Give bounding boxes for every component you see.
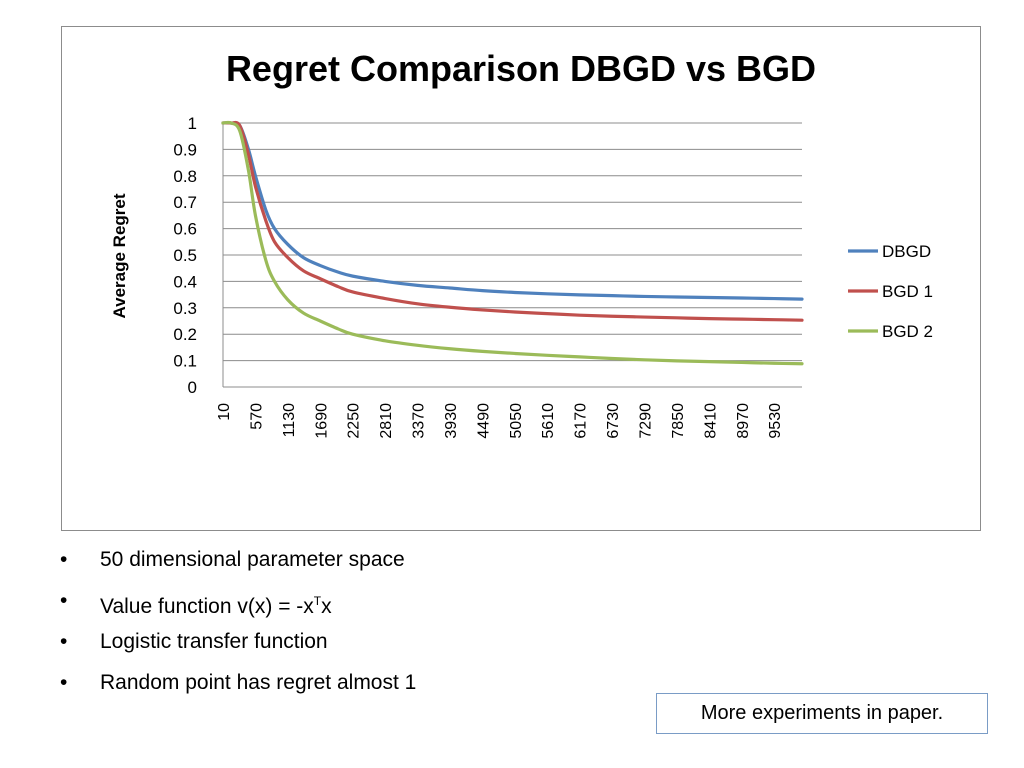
bullet-list: • 50 dimensional parameter space • Value… [60, 545, 416, 709]
y-tick-label: 0.7 [173, 193, 197, 212]
x-tick-label: 8410 [702, 403, 719, 439]
x-tick-label: 570 [248, 403, 265, 430]
y-tick-labels: 0 0.1 0.2 0.3 0.4 0.5 0.6 0.7 0.8 0.9 1 [173, 114, 197, 397]
x-tick-label: 5610 [540, 403, 557, 439]
bullet-text-suffix: x [321, 595, 332, 618]
note-text: More experiments in paper. [700, 702, 944, 724]
bullet-glyph: • [60, 548, 68, 571]
x-tick-label: 4490 [475, 403, 492, 439]
x-tick-label: 3930 [443, 403, 460, 439]
bullet-glyph: • [60, 630, 68, 653]
series-lines [221, 120, 804, 366]
bullet-glyph: • [60, 671, 68, 694]
x-tick-label: 6730 [605, 403, 622, 439]
superscript: T [313, 594, 322, 608]
bullet-text-prefix: Value function v(x) = -x [100, 595, 314, 618]
series-line-bgd-2 [221, 120, 804, 366]
legend-label-bgd-2: BGD 2 [882, 322, 933, 341]
y-tick-label: 0.2 [173, 325, 197, 344]
x-tick-label: 2810 [378, 403, 395, 439]
regret-chart: Regret Comparison DBGD vs BGD Average Re… [110, 48, 933, 439]
legend: DBGD BGD 1 BGD 2 [848, 242, 933, 341]
x-tick-label: 3370 [411, 403, 428, 439]
bullet-item: • Logistic transfer function [60, 627, 416, 668]
y-tick-label: 0.6 [173, 220, 197, 239]
bullet-glyph: • [60, 589, 68, 612]
bullet-item: • Value function v(x) = -xTx [60, 586, 416, 627]
bullet-item: • Random point has regret almost 1 [60, 668, 416, 709]
x-tick-label: 5050 [508, 403, 525, 439]
legend-label-dbgd: DBGD [882, 242, 931, 261]
x-tick-label: 8970 [735, 403, 752, 439]
x-tick-labels: 10 570 1130 1690 2250 2810 3370 3930 4490 5050 561… [216, 403, 784, 439]
x-tick-label: 9530 [767, 403, 784, 439]
chart-frame: Regret Comparison DBGD vs BGD Average Re… [61, 26, 981, 531]
bullet-text: Random point has regret almost 1 [100, 671, 417, 694]
gridlines [222, 122, 802, 388]
x-tick-label: 7290 [638, 403, 655, 439]
x-tick-label: 7850 [670, 403, 687, 439]
y-tick-label: 0.9 [173, 140, 197, 159]
x-tick-label: 2250 [346, 403, 363, 439]
legend-label-bgd-1: BGD 1 [882, 282, 933, 301]
y-tick-label: 1 [188, 114, 197, 133]
series-line-bgd-1 [221, 120, 804, 322]
y-axis-title: Average Regret [110, 193, 129, 318]
bullet-text: 50 dimensional parameter space [100, 548, 405, 571]
y-tick-label: 0.8 [173, 167, 197, 186]
note-box: More experiments in paper. [656, 693, 988, 734]
bullet-text: Logistic transfer function [100, 630, 328, 653]
bullet-item: • 50 dimensional parameter space [60, 545, 416, 586]
y-tick-label: 0.4 [173, 272, 197, 291]
y-tick-label: 0.1 [173, 352, 197, 371]
series-line-dbgd [221, 121, 804, 301]
y-tick-label: 0 [188, 378, 197, 397]
x-tick-label: 1130 [281, 403, 298, 438]
chart-title: Regret Comparison DBGD vs BGD [226, 48, 816, 89]
y-tick-label: 0.3 [173, 299, 197, 318]
x-tick-label: 10 [216, 403, 233, 421]
y-tick-label: 0.5 [173, 246, 197, 265]
x-tick-label: 1690 [313, 403, 330, 439]
x-tick-label: 6170 [573, 403, 590, 439]
